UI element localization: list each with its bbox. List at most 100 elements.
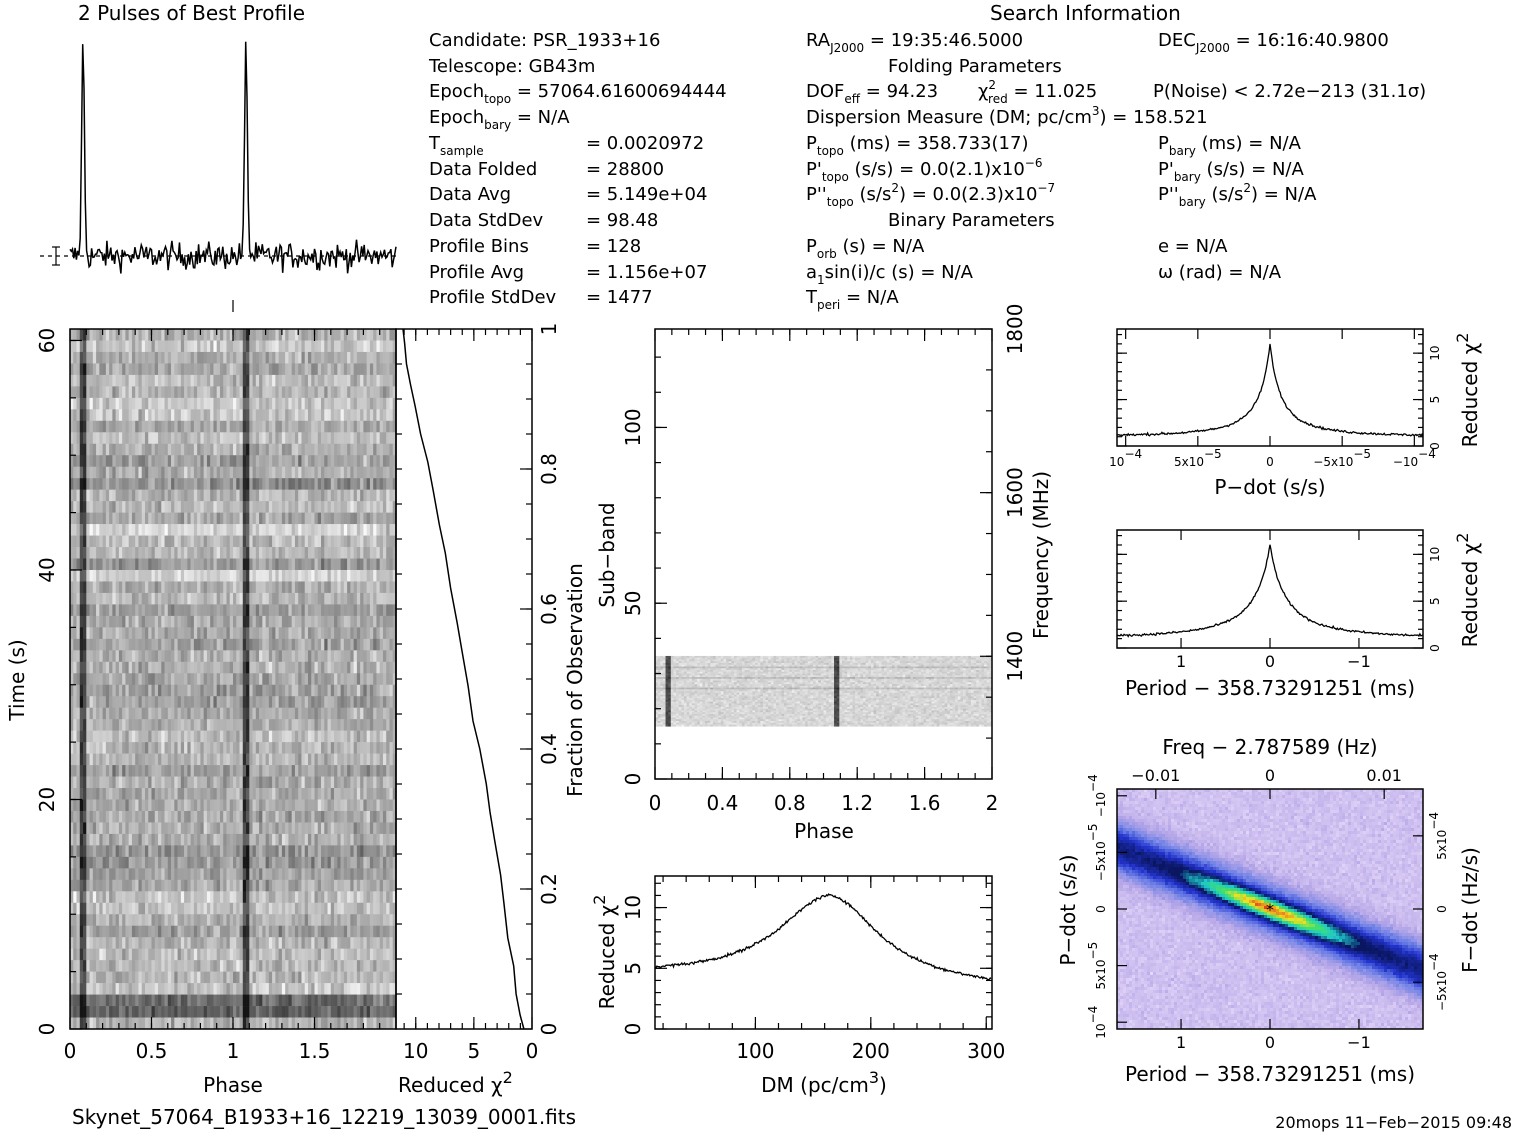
- heatmap-cell: [311, 834, 315, 846]
- heatmap-cell: [240, 444, 244, 456]
- heatmap-cell: [376, 754, 380, 766]
- heatmap-cell: [292, 570, 296, 582]
- heatmap-cell: [275, 857, 279, 869]
- heatmap-cell: [275, 547, 279, 559]
- heatmap-cell: [243, 536, 247, 548]
- data-stddev-label: Data StdDev: [429, 210, 544, 231]
- heatmap-cell: [83, 524, 87, 536]
- heatmap-cell: [103, 432, 107, 444]
- heatmap-cell: [77, 685, 81, 697]
- heatmap-cell: [324, 616, 328, 628]
- heatmap-cell: [367, 822, 371, 834]
- heatmap-cell: [142, 868, 146, 880]
- heatmap-cell: [152, 375, 156, 387]
- heatmap-cell: [86, 490, 90, 502]
- heatmap-cell: [142, 421, 146, 433]
- heatmap-cell: [125, 581, 129, 593]
- heatmap-cell: [178, 604, 182, 616]
- heatmap-cell: [99, 559, 103, 571]
- heatmap-cell: [285, 811, 289, 823]
- heatmap-cell: [152, 696, 156, 708]
- heatmap-cell: [279, 421, 283, 433]
- heatmap-cell: [204, 581, 208, 593]
- heatmap-cell: [73, 559, 77, 571]
- heatmap-cell: [236, 536, 240, 548]
- heatmap-cell: [373, 662, 377, 674]
- heatmap-cell: [96, 386, 100, 398]
- heatmap-cell: [298, 731, 302, 743]
- heatmap-cell: [295, 421, 299, 433]
- heatmap-cell: [142, 432, 146, 444]
- heatmap-cell: [360, 398, 364, 410]
- heatmap-cell: [80, 375, 84, 387]
- heatmap-cell: [194, 662, 198, 674]
- heatmap-cell: [90, 352, 94, 364]
- heatmap-cell: [334, 386, 338, 398]
- heatmap-cell: [337, 799, 341, 811]
- heatmap-cell: [256, 880, 260, 892]
- heatmap-cell: [73, 696, 77, 708]
- heatmap-cell: [315, 501, 319, 513]
- heatmap-cell: [171, 559, 175, 571]
- heatmap-cell: [350, 616, 354, 628]
- heatmap-cell: [389, 329, 393, 341]
- heatmap-cell: [200, 650, 204, 662]
- heatmap-cell: [207, 340, 211, 352]
- heatmap-cell: [152, 777, 156, 789]
- heatmap-cell: [341, 696, 345, 708]
- heatmap-cell: [285, 754, 289, 766]
- heatmap-cell: [165, 662, 169, 674]
- heatmap-cell: [174, 375, 178, 387]
- heatmap-cell: [380, 524, 384, 536]
- heatmap-cell: [308, 455, 312, 467]
- heatmap-cell: [298, 524, 302, 536]
- heatmap-cell: [240, 329, 244, 341]
- heatmap-cell: [337, 650, 341, 662]
- heatmap-cell: [103, 490, 107, 502]
- heatmap-cell: [344, 788, 348, 800]
- heatmap-cell: [96, 352, 100, 364]
- heatmap-cell: [328, 742, 332, 754]
- heatmap-cell: [344, 513, 348, 525]
- heatmap-cell: [116, 845, 120, 857]
- heatmap-cell: [83, 731, 87, 743]
- heatmap-cell: [389, 719, 393, 731]
- heatmap-cell: [243, 375, 247, 387]
- heatmap-cell: [233, 490, 237, 502]
- heatmap-cell: [324, 650, 328, 662]
- heatmap-cell: [230, 524, 234, 536]
- heatmap-cell: [152, 673, 156, 685]
- heatmap-cell: [207, 880, 211, 892]
- heatmap-cell: [292, 432, 296, 444]
- heatmap-cell: [360, 880, 364, 892]
- heatmap-cell: [240, 880, 244, 892]
- heatmap-cell: [152, 524, 156, 536]
- heatmap-cell: [210, 513, 214, 525]
- heatmap-cell: [191, 490, 195, 502]
- heatmap-cell: [184, 559, 188, 571]
- heatmap-cell: [262, 719, 266, 731]
- heatmap-cell: [318, 731, 322, 743]
- heatmap-cell: [148, 455, 152, 467]
- heatmap-cell: [269, 444, 273, 456]
- heatmap-cell: [194, 501, 198, 513]
- heatmap-cell: [184, 593, 188, 605]
- heatmap-cell: [174, 547, 178, 559]
- heatmap-cell: [318, 662, 322, 674]
- heatmap-cell: [324, 742, 328, 754]
- heatmap-cell: [275, 765, 279, 777]
- heatmap-cell: [152, 639, 156, 651]
- heatmap-cell: [383, 777, 387, 789]
- heatmap-cell: [178, 559, 182, 571]
- heatmap-cell: [194, 398, 198, 410]
- heatmap-cell: [341, 386, 345, 398]
- heatmap-cell: [200, 432, 204, 444]
- heatmap-cell: [197, 765, 201, 777]
- heatmap-cell: [148, 857, 152, 869]
- heatmap-cell: [178, 547, 182, 559]
- heatmap-cell: [194, 478, 198, 490]
- heatmap-cell: [122, 513, 126, 525]
- heatmap-cell: [204, 754, 208, 766]
- heatmap-cell: [132, 708, 136, 720]
- heatmap-cell: [129, 536, 133, 548]
